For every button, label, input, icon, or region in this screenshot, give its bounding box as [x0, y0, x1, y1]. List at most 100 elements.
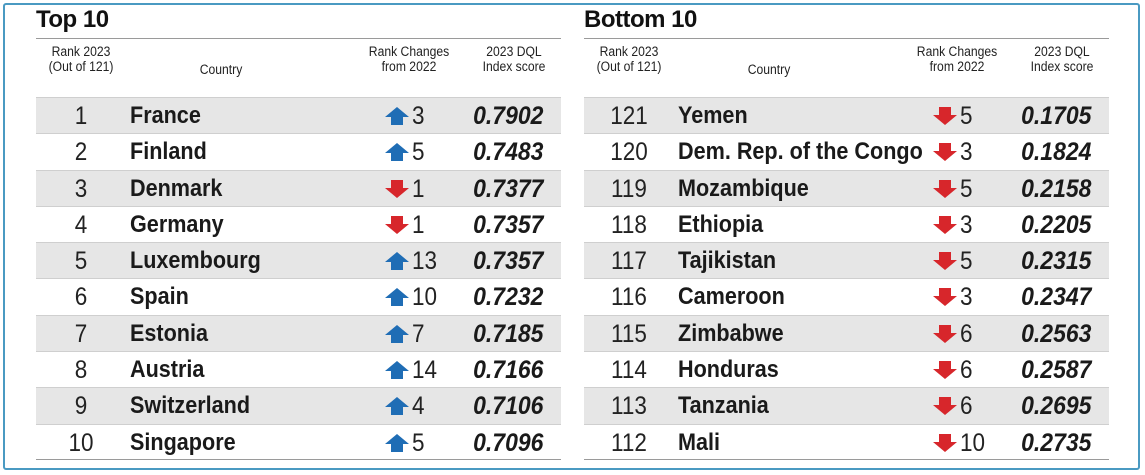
table-row: 3 Denmark 1 0.7377 — [36, 169, 561, 206]
up-arrow-icon — [385, 107, 409, 125]
rank-cell: 6 — [74, 283, 88, 312]
country-cell: Switzerland — [130, 392, 251, 420]
table-header: Rank 2023 (Out of 121) Country Rank Chan… — [584, 38, 1109, 97]
rank-change-cell: 1 — [412, 210, 425, 239]
rank-cell: 118 — [611, 210, 647, 239]
rank-cell: 114 — [611, 356, 647, 385]
rank-change-cell: 3 — [960, 138, 973, 167]
rank-cell: 119 — [611, 174, 647, 203]
table-row: 6 Spain 10 0.7232 — [36, 278, 561, 314]
table-row: 112 Mali 10 0.2735 — [584, 423, 1109, 460]
score-cell: 0.2205 — [1020, 210, 1091, 239]
rank-change-cell: 3 — [960, 283, 973, 312]
country-cell: Mali — [678, 428, 721, 456]
rank-change-cell: 10 — [412, 283, 438, 312]
up-arrow-icon — [385, 288, 409, 307]
down-arrow-icon — [933, 252, 957, 271]
table-row: 10 Singapore 5 0.7096 — [36, 423, 561, 460]
table-row: 7 Estonia 7 0.7185 — [36, 314, 561, 352]
up-arrow-icon — [385, 397, 409, 416]
header-country: Country — [199, 62, 243, 77]
score-cell: 0.2563 — [1020, 319, 1091, 348]
country-cell: Zimbabwe — [678, 319, 784, 347]
score-cell: 0.7185 — [472, 319, 543, 348]
rank-change-cell: 13 — [412, 247, 438, 276]
country-cell: Yemen — [678, 102, 748, 129]
country-cell: Finland — [130, 138, 207, 166]
up-arrow-icon — [385, 252, 409, 271]
score-cell: 0.7106 — [472, 392, 543, 421]
down-arrow-icon — [385, 179, 409, 198]
rank-change-cell: 6 — [960, 356, 973, 385]
country-cell: Tanzania — [678, 392, 769, 420]
rank-cell: 9 — [74, 392, 88, 421]
country-cell: Cameroon — [678, 283, 785, 311]
up-arrow-icon — [385, 143, 409, 162]
panel-title: Top 10 — [36, 6, 109, 33]
table-row: 2 Finland 5 0.7483 — [36, 133, 561, 169]
country-cell: France — [130, 102, 201, 129]
country-cell: Ethiopia — [678, 210, 764, 238]
table-row: 119 Mozambique 5 0.2158 — [584, 169, 1109, 206]
header-country: Country — [747, 62, 791, 77]
country-cell: Austria — [130, 356, 205, 384]
country-cell: Spain — [130, 283, 189, 311]
rank-cell: 3 — [74, 174, 88, 203]
table-row: 9 Switzerland 4 0.7106 — [36, 387, 561, 424]
rank-cell: 120 — [610, 138, 648, 167]
header-rank-change: Rank Changes from 2022 — [916, 44, 998, 74]
panel-title: Bottom 10 — [584, 6, 697, 33]
score-cell: 0.2587 — [1020, 356, 1091, 385]
rank-change-cell: 5 — [960, 174, 973, 203]
rank-cell: 8 — [74, 356, 88, 385]
score-cell: 0.7357 — [472, 247, 543, 276]
bottom-10-panel: Bottom 10 Rank 2023 (Out of 121) Country… — [584, 6, 1109, 460]
score-cell: 0.7483 — [472, 138, 543, 167]
down-arrow-icon — [933, 143, 957, 162]
rank-cell: 117 — [611, 247, 647, 276]
rank-cell: 116 — [611, 283, 647, 312]
rank-change-cell: 7 — [412, 319, 425, 348]
rank-cell: 5 — [74, 247, 88, 276]
down-arrow-icon — [933, 433, 957, 452]
table-row: 1 France 3 0.7902 — [36, 97, 561, 134]
header-rank: Rank 2023 (Out of 121) — [596, 44, 662, 74]
up-arrow-icon — [385, 361, 409, 380]
score-cell: 0.7096 — [472, 428, 543, 457]
country-cell: Mozambique — [678, 174, 809, 202]
rank-cell: 4 — [74, 210, 88, 239]
table-row: 113 Tanzania 6 0.2695 — [584, 387, 1109, 424]
down-arrow-icon — [933, 324, 957, 343]
table-row: 121 Yemen 5 0.1705 — [584, 97, 1109, 134]
rank-cell: 121 — [610, 102, 648, 130]
down-arrow-icon — [933, 361, 957, 380]
table-body: 1 France 3 0.7902 2 Finland 5 0.7483 3 Denmark 1 0.… — [36, 97, 561, 460]
country-cell: Dem. Rep. of the Congo — [678, 138, 923, 166]
rank-change-cell: 5 — [960, 247, 973, 276]
table-body: 121 Yemen 5 0.1705 120 Dem. Rep. of the Congo… — [584, 97, 1109, 460]
rank-cell: 1 — [74, 102, 88, 130]
score-cell: 0.7166 — [472, 356, 543, 385]
country-cell: Luxembourg — [130, 247, 261, 275]
table-row: 115 Zimbabwe 6 0.2563 — [584, 314, 1109, 352]
table-row: 120 Dem. Rep. of the Congo 3 0.1824 — [584, 133, 1109, 169]
score-cell: 0.7357 — [472, 210, 543, 239]
score-cell: 0.7232 — [472, 283, 543, 312]
table-row: 8 Austria 14 0.7166 — [36, 351, 561, 387]
rank-change-cell: 5 — [412, 428, 425, 457]
score-cell: 0.2158 — [1020, 174, 1091, 203]
country-cell: Estonia — [130, 319, 209, 347]
table-row: 117 Tajikistan 5 0.2315 — [584, 242, 1109, 279]
score-cell: 0.2695 — [1020, 392, 1091, 421]
down-arrow-icon — [933, 215, 957, 234]
header-rank-change: Rank Changes from 2022 — [368, 44, 450, 74]
rank-cell: 113 — [611, 392, 647, 421]
rank-change-cell: 3 — [960, 210, 973, 239]
rank-cell: 115 — [611, 319, 647, 348]
table-row: 4 Germany 1 0.7357 — [36, 205, 561, 242]
table-row: 116 Cameroon 3 0.2347 — [584, 278, 1109, 314]
rank-change-cell: 5 — [960, 102, 973, 130]
rank-change-cell: 1 — [412, 174, 425, 203]
down-arrow-icon — [385, 215, 409, 234]
rank-cell: 2 — [74, 138, 88, 167]
